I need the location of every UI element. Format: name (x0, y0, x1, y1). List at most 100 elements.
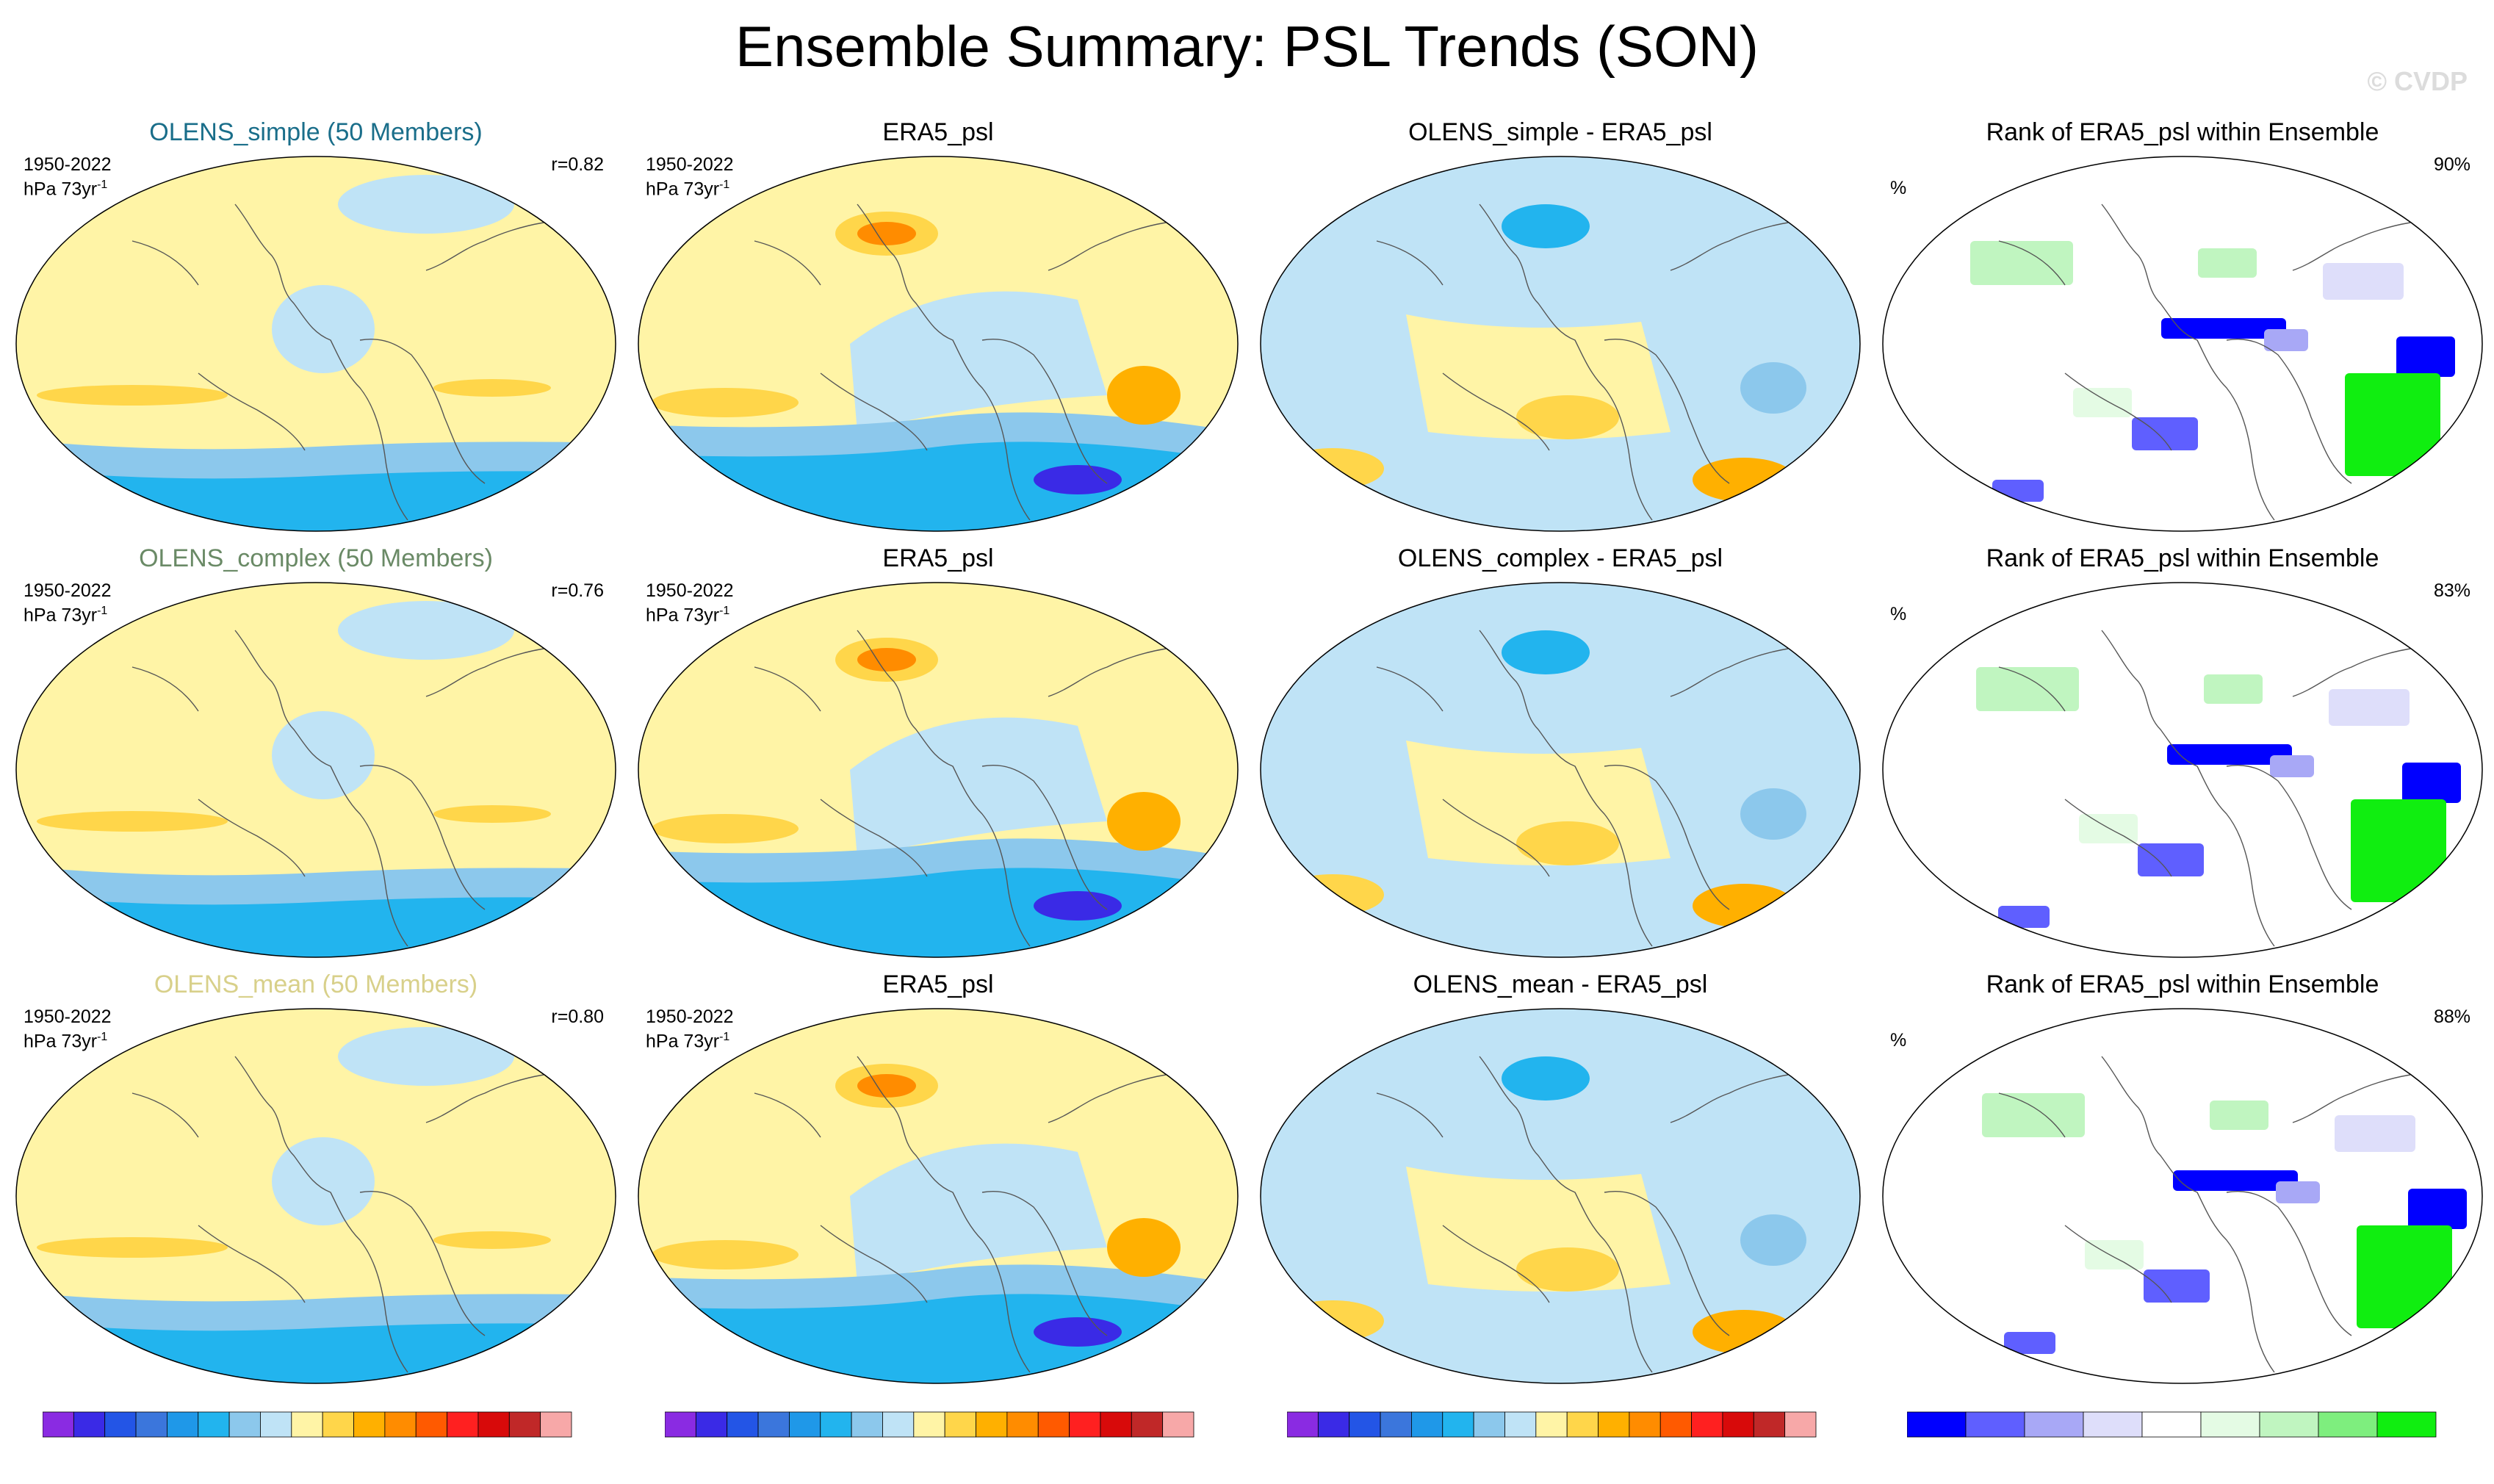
colorbar-cell-7 (1504, 1411, 1537, 1438)
colorbar-cell-15 (1753, 1411, 1786, 1438)
colorbar-cell-4 (2141, 1411, 2202, 1438)
period-label: 1950-2022 (24, 1006, 112, 1027)
map-rank (1882, 156, 2483, 532)
trend-colorbar-2 (665, 1409, 1230, 1479)
panel-title: ERA5_psl (882, 118, 994, 146)
rank-colorbar (1907, 1409, 2473, 1479)
panel-ensemble-row2: OLENS_complex (50 Members) 1950-2022 hPa 7… (7, 544, 624, 962)
units-exponent: -1 (719, 1031, 730, 1043)
map-diff (1260, 156, 1861, 532)
colorbar-cell-7 (2318, 1411, 2378, 1438)
map-ensemble (15, 156, 616, 532)
colorbar-cell-5 (198, 1411, 230, 1438)
colorbar-cell-1 (1317, 1411, 1350, 1438)
units-text: hPa 73yr (646, 179, 720, 200)
panel-title: OLENS_complex (50 Members) (139, 544, 493, 572)
rank-region-4 (1992, 480, 2044, 502)
colorbar-cell-16 (540, 1411, 572, 1438)
map-rank (1882, 1008, 2483, 1384)
units-exponent: -1 (719, 179, 730, 191)
colorbar-cell-3 (2083, 1411, 2143, 1438)
panel-title: Rank of ERA5_psl within Ensemble (1986, 118, 2379, 146)
panel-diff-row1: OLENS_simple - ERA5_psl (1252, 118, 1869, 536)
colorbar-cell-8 (291, 1411, 323, 1438)
rank-region-1 (2402, 763, 2461, 803)
rank-region-6 (1982, 1093, 2085, 1137)
colorbar-cell-1 (1965, 1411, 2025, 1438)
colorbar-cell-15 (508, 1411, 541, 1438)
colorbar-cell-12 (1659, 1411, 1692, 1438)
colorbar-cell-8 (913, 1411, 945, 1438)
colorbar-cell-12 (415, 1411, 447, 1438)
rank-region-0 (2161, 318, 2286, 339)
units-exponent: -1 (97, 605, 108, 617)
colorbar-cell-11 (1006, 1411, 1039, 1438)
colorbar-cell-4 (1411, 1411, 1444, 1438)
rank-region-9 (2085, 1240, 2144, 1269)
units-label: hPa 73yr-1 (24, 175, 107, 199)
colorbar-cell-3 (757, 1411, 790, 1438)
rank-region-1 (2396, 336, 2455, 377)
panel-title: OLENS_simple - ERA5_psl (1408, 118, 1712, 146)
colorbar-cell-0 (1287, 1411, 1319, 1438)
rank-region-8 (2335, 1115, 2415, 1152)
units-label: hPa 73yr-1 (646, 1027, 729, 1051)
map-ensemble (15, 1008, 616, 1384)
panel-title: OLENS_complex - ERA5_psl (1397, 544, 1723, 572)
colorbar-cell-9 (944, 1411, 976, 1438)
units-exponent: -1 (97, 1031, 108, 1043)
colorbar-cell-0 (43, 1411, 74, 1438)
pattern-correlation: r=0.76 (551, 580, 604, 601)
colorbar-cell-8 (1535, 1411, 1568, 1438)
units-text: hPa 73yr (646, 605, 720, 626)
units-text: hPa 73yr (24, 1031, 98, 1052)
rank-region-9 (2073, 388, 2132, 417)
trend-colorbar-1 (43, 1409, 608, 1479)
figure-title: Ensemble Summary: PSL Trends (SON) (735, 14, 1759, 79)
rank-region-6 (1976, 667, 2079, 711)
rank-region-7 (2210, 1101, 2268, 1130)
panel-rank-row3: Rank of ERA5_psl within Ensemble% 88% (1874, 970, 2491, 1388)
trend-colorbar-3 (1287, 1409, 1853, 1479)
colorbar-cell-1 (695, 1411, 728, 1438)
units-label: hPa 73yr-1 (646, 601, 729, 625)
units-text: hPa 73yr (24, 605, 98, 626)
percent-symbol: % (1890, 178, 1907, 198)
colorbar-cell-1 (73, 1411, 106, 1438)
rank-region-7 (2198, 248, 2257, 278)
panel-title: OLENS_mean - ERA5_psl (1413, 970, 1708, 998)
colorbar-cell-16 (1162, 1411, 1194, 1438)
units-exponent: -1 (719, 605, 730, 617)
rank-region-4 (1998, 906, 2050, 928)
colorbar-cell-5 (2200, 1411, 2260, 1438)
pattern-correlation: r=0.82 (551, 154, 604, 175)
colorbar-cell-7 (882, 1411, 915, 1438)
colorbar-cell-14 (1722, 1411, 1754, 1438)
colorbar-cell-4 (167, 1411, 199, 1438)
rank-region-5 (2270, 755, 2314, 777)
colorbar-cell-9 (322, 1411, 354, 1438)
panel-obs-row1: ERA5_psl 1950-2022 hPa 73yr-1 (630, 118, 1247, 536)
rank-region-4 (2004, 1332, 2055, 1354)
panel-title: ERA5_psl (882, 970, 994, 998)
colorbar-cell-0 (1907, 1411, 1967, 1438)
colorbar-cell-4 (789, 1411, 821, 1438)
colorbar-cell-10 (1598, 1411, 1630, 1438)
map-diff (1260, 582, 1861, 958)
map-obs (638, 156, 1239, 532)
colorbar-cell-6 (1473, 1411, 1505, 1438)
rank-region-2 (2345, 373, 2440, 476)
rank-region-8 (2329, 689, 2410, 726)
rank-region-2 (2357, 1225, 2452, 1328)
colorbar-cell-11 (384, 1411, 417, 1438)
colorbar-cell-13 (1069, 1411, 1101, 1438)
panel-diff-row2: OLENS_complex - ERA5_psl (1252, 544, 1869, 962)
colorbar-cell-5 (1442, 1411, 1474, 1438)
colorbar-cell-16 (1784, 1411, 1817, 1438)
colorbar-cell-6 (228, 1411, 261, 1438)
rank-region-7 (2204, 674, 2263, 704)
period-label: 1950-2022 (646, 154, 734, 175)
colorbar-cell-8 (2376, 1411, 2437, 1438)
percent-symbol: % (1890, 1030, 1907, 1051)
panel-ensemble-row1: OLENS_simple (50 Members) 1950-2022 hPa 73… (7, 118, 624, 536)
